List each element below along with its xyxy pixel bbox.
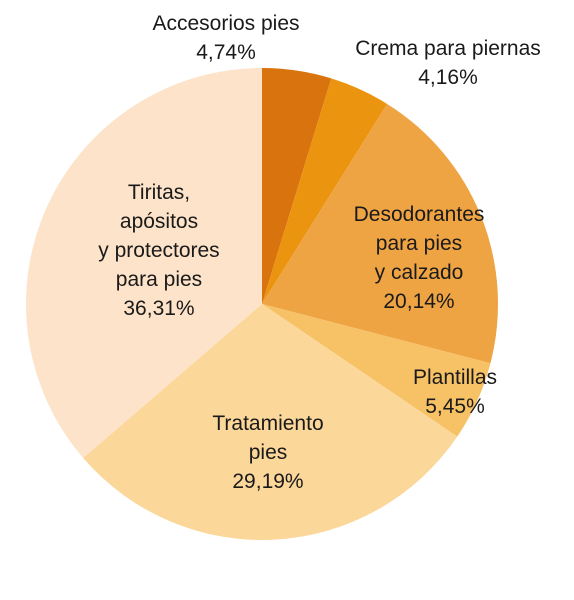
slice-value-label: 36,31%: [123, 297, 194, 320]
slice-name-label: y calzado: [375, 261, 464, 284]
slice-label-3: Desodorantes para pies y calzado 20,14%: [354, 203, 485, 313]
pie-slice-6: [25, 68, 262, 458]
pie-slice-4: [262, 304, 491, 437]
slice-value-label: 4,74%: [196, 41, 256, 64]
pie-slice-2: [262, 78, 388, 304]
slice-name-label: Plantillas: [413, 366, 497, 389]
slice-label-1: Accesorios pies 4,74%: [152, 12, 299, 64]
pie-slice-3: [262, 103, 499, 364]
pie-slice-1: [262, 68, 332, 304]
slice-name-label: y protectores: [98, 239, 219, 262]
slice-value-label: 20,14%: [383, 290, 454, 313]
slice-label-2: Crema para piernas 4,16%: [355, 37, 541, 89]
slice-name-label: para pies: [376, 232, 462, 255]
slice-label-4: Plantillas 5,45%: [413, 366, 497, 418]
pie-slice-5: [83, 304, 458, 541]
slice-name-label: Tratamiento: [212, 412, 323, 435]
slice-name-label: Accesorios pies: [152, 12, 299, 35]
slice-label-6: Tiritas, apósitos y protectores para pies 36…: [98, 181, 219, 320]
slice-name-label: para pies: [116, 268, 202, 291]
slice-value-label: 5,45%: [425, 395, 485, 418]
slice-value-label: 29,19%: [232, 470, 303, 493]
slice-name-label: apósitos: [120, 210, 198, 233]
slice-value-label: 4,16%: [418, 66, 478, 89]
slice-name-label: pies: [249, 441, 288, 464]
slice-name-label: Crema para piernas: [355, 37, 541, 60]
slice-name-label: Tiritas,: [128, 181, 190, 204]
slice-name-label: Desodorantes: [354, 203, 485, 226]
slice-label-5: Tratamiento pies 29,19%: [212, 412, 323, 493]
